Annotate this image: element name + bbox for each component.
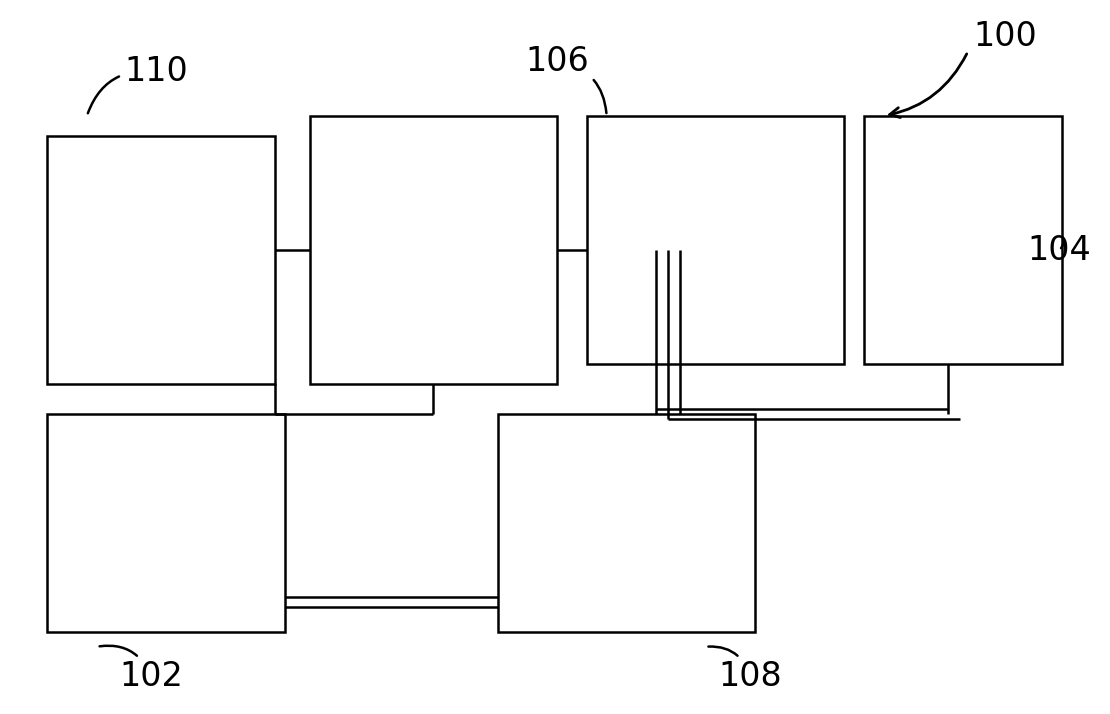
Text: 110: 110 xyxy=(88,55,188,114)
Text: 104: 104 xyxy=(1028,233,1091,267)
Text: 108: 108 xyxy=(708,646,781,693)
Bar xyxy=(587,116,845,364)
Text: 102: 102 xyxy=(100,645,183,693)
Text: 106: 106 xyxy=(525,45,606,113)
Bar xyxy=(864,116,1062,364)
Bar xyxy=(48,413,285,632)
Bar xyxy=(310,116,557,384)
Bar xyxy=(48,136,275,384)
Text: 100: 100 xyxy=(972,20,1037,53)
Bar xyxy=(497,413,755,632)
